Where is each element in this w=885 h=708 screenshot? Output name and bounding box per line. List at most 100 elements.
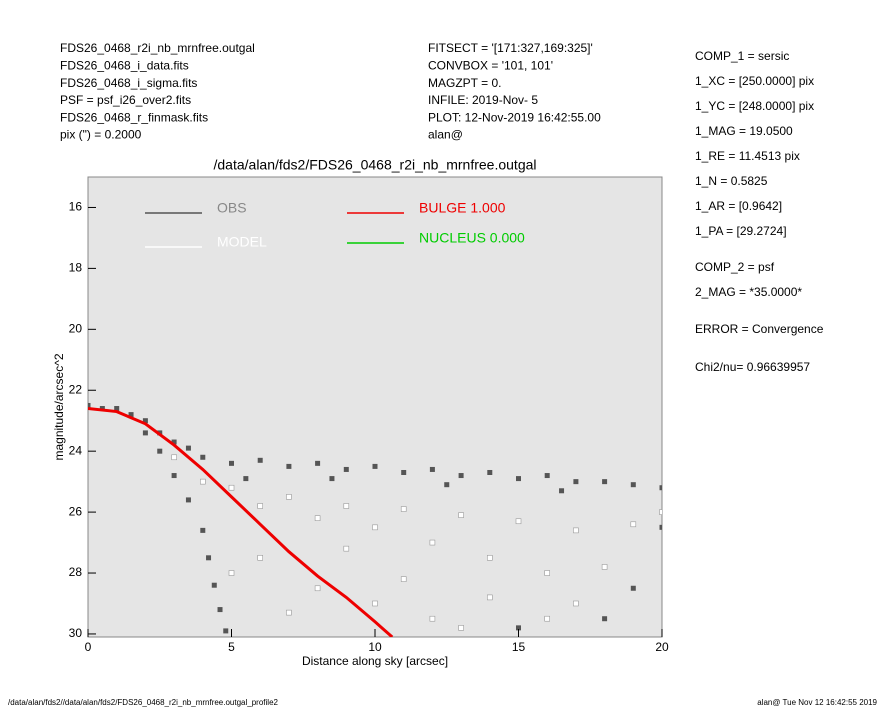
legend-label: OBS bbox=[217, 200, 247, 216]
data-point bbox=[602, 616, 608, 622]
data-point bbox=[458, 473, 464, 479]
info-right: 1_AR = [0.9642] bbox=[695, 199, 782, 213]
info-right: COMP_2 = psf bbox=[695, 260, 775, 274]
data-point bbox=[601, 564, 608, 570]
data-point bbox=[400, 506, 407, 512]
data-point bbox=[257, 554, 264, 561]
data-point bbox=[343, 503, 350, 509]
info-left: FDS26_0468_r2i_nb_mrnfree.outgal bbox=[60, 41, 255, 55]
data-point bbox=[171, 439, 177, 445]
data-point bbox=[171, 454, 177, 461]
y-tick-label: 16 bbox=[69, 200, 83, 214]
data-point bbox=[401, 469, 407, 475]
data-point bbox=[142, 418, 148, 424]
data-point bbox=[487, 469, 493, 475]
data-point bbox=[630, 585, 636, 591]
info-left: FDS26_0468_r_finmask.fits bbox=[60, 110, 208, 124]
plot-area bbox=[88, 402, 662, 637]
footer-left: /data/alan/fds2//data/alan/fds2/FDS26_04… bbox=[8, 698, 279, 707]
data-point bbox=[185, 445, 191, 451]
data-point bbox=[157, 448, 163, 454]
info-mid: INFILE: 2019-Nov- 5 bbox=[428, 93, 538, 107]
data-point bbox=[659, 524, 662, 530]
info-right: ERROR = Convergence bbox=[695, 322, 824, 336]
data-point bbox=[630, 482, 636, 488]
footer-right: alan@ Tue Nov 12 16:42:55 2019 bbox=[757, 698, 877, 707]
data-point bbox=[486, 554, 493, 561]
data-point bbox=[544, 570, 551, 576]
data-point bbox=[185, 497, 191, 503]
data-point bbox=[343, 466, 349, 472]
data-point bbox=[429, 539, 436, 546]
data-point bbox=[516, 625, 521, 631]
data-point bbox=[142, 430, 148, 436]
data-point bbox=[573, 527, 579, 534]
info-right: 2_MAG = *35.0000* bbox=[695, 285, 802, 299]
y-tick-label: 26 bbox=[69, 504, 83, 518]
data-point bbox=[314, 515, 321, 521]
data-point bbox=[114, 406, 120, 412]
y-tick-label: 24 bbox=[69, 443, 83, 457]
data-point bbox=[429, 615, 436, 622]
x-axis-label: Distance along sky [arcsec] bbox=[302, 654, 448, 668]
info-mid: PLOT: 12-Nov-2019 16:42:55.00 bbox=[428, 110, 601, 124]
data-point bbox=[458, 512, 464, 518]
info-mid: alan@ bbox=[428, 128, 463, 142]
data-point bbox=[171, 473, 177, 479]
data-point bbox=[372, 600, 378, 607]
info-right: 1_RE = 11.4513 pix bbox=[695, 149, 800, 163]
data-point bbox=[228, 484, 235, 491]
data-point bbox=[659, 485, 662, 491]
info-mid: CONVBOX = '101, 101' bbox=[428, 58, 553, 72]
data-point bbox=[314, 585, 321, 592]
data-point bbox=[88, 402, 91, 408]
data-point bbox=[329, 476, 335, 482]
data-point bbox=[659, 509, 662, 515]
info-right: Chi2/nu= 0.96639957 bbox=[695, 360, 810, 374]
data-point bbox=[630, 521, 637, 528]
x-tick-label: 10 bbox=[368, 640, 382, 654]
info-right: 1_YC = [248.0000] pix bbox=[695, 99, 814, 113]
data-point bbox=[458, 625, 464, 631]
info-left: pix (") = 0.2000 bbox=[60, 128, 142, 142]
info-mid: FITSECT = '[171:327,169:325]' bbox=[428, 41, 593, 55]
data-point bbox=[286, 463, 292, 469]
info-left: PSF = psf_i26_over2.fits bbox=[60, 93, 191, 107]
data-point bbox=[257, 503, 264, 509]
data-point bbox=[257, 457, 263, 463]
data-point bbox=[243, 476, 249, 482]
y-tick-label: 30 bbox=[69, 626, 83, 640]
data-point bbox=[516, 476, 521, 482]
data-point bbox=[200, 527, 206, 533]
info-right: COMP_1 = sersic bbox=[695, 49, 789, 63]
data-point bbox=[544, 473, 550, 479]
info-right: 1_N = 0.5825 bbox=[695, 174, 768, 188]
data-point bbox=[223, 628, 229, 634]
data-point bbox=[515, 518, 522, 525]
data-point bbox=[602, 479, 608, 485]
data-point bbox=[444, 482, 450, 488]
y-tick-label: 28 bbox=[69, 565, 83, 579]
y-axis-label: magnitude/arcsec^2 bbox=[52, 353, 66, 460]
legend-label: BULGE 1.000 bbox=[419, 200, 506, 216]
model-line bbox=[88, 407, 394, 637]
info-right: 1_MAG = 19.0500 bbox=[695, 124, 793, 138]
chart-title: /data/alan/fds2/FDS26_0468_r2i_nb_mrnfre… bbox=[214, 157, 537, 173]
data-point bbox=[200, 454, 206, 460]
data-point bbox=[400, 576, 407, 582]
data-point bbox=[286, 494, 292, 500]
x-tick-label: 5 bbox=[228, 640, 235, 654]
data-point bbox=[211, 582, 217, 588]
info-mid: MAGZPT = 0. bbox=[428, 76, 501, 90]
data-point bbox=[228, 570, 235, 576]
data-point bbox=[559, 488, 565, 494]
data-point bbox=[286, 609, 292, 616]
info-right: 1_XC = [250.0000] pix bbox=[695, 74, 814, 88]
data-point bbox=[372, 463, 378, 469]
data-point bbox=[229, 460, 234, 466]
y-tick-label: 20 bbox=[69, 321, 83, 335]
legend-label: MODEL bbox=[217, 234, 267, 250]
data-point bbox=[128, 412, 134, 418]
info-left: FDS26_0468_i_data.fits bbox=[60, 58, 189, 72]
